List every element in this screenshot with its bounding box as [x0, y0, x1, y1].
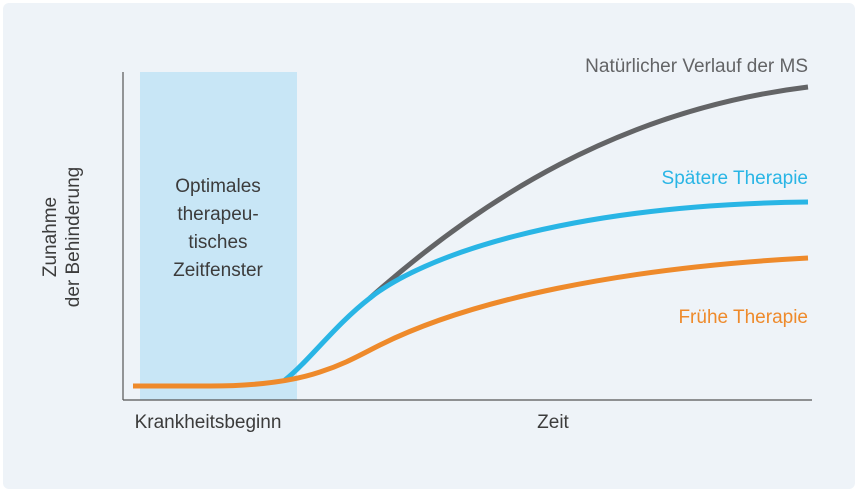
window-label: Optimales [175, 176, 261, 197]
curve-label: Spätere Therapie [662, 168, 808, 189]
window-label: therapeu- [177, 204, 258, 225]
therapy-window [140, 72, 297, 400]
x-axis-start-label: Krankheitsbeginn [135, 412, 282, 433]
curve-label: Frühe Therapie [678, 307, 808, 328]
window-label: Zeitfenster [173, 260, 263, 281]
curve-late [283, 199, 809, 382]
y-axis-label-line: Zunahme [40, 197, 61, 277]
curve-label: Natürlicher Verlauf der MS [585, 56, 808, 77]
curve-natural [368, 84, 809, 300]
curve-early [133, 255, 809, 389]
y-axis-label-line: der Behinderung [63, 167, 84, 308]
x-axis-end-label: Zeit [537, 412, 569, 433]
window-label: tisches [188, 232, 247, 253]
y-axis-label: Zunahme der Behinderung [40, 167, 84, 308]
